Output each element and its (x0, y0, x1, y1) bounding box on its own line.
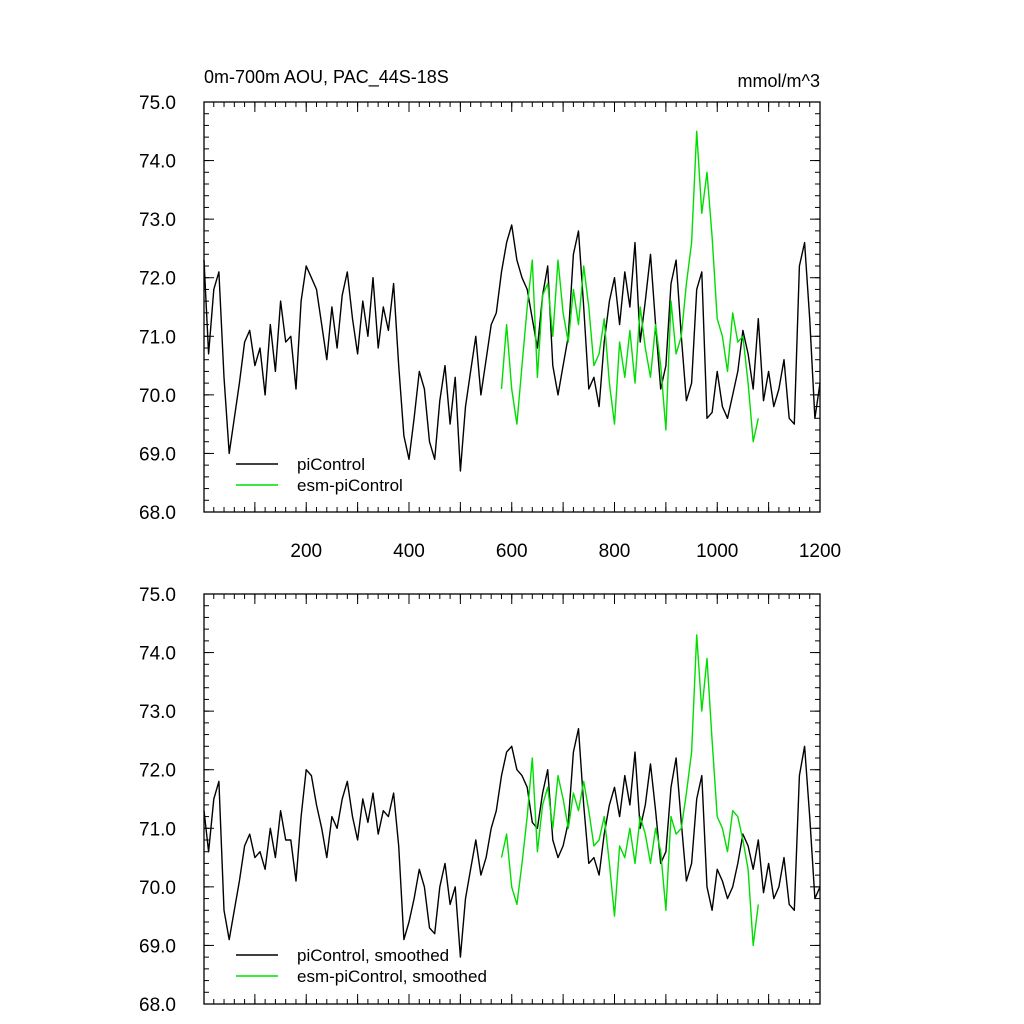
y-tick-label: 69.0 (139, 444, 176, 465)
y-tick-label: 73.0 (139, 210, 176, 231)
legend-label: piControl, smoothed (297, 946, 449, 965)
y-tick-label: 74.0 (139, 152, 176, 173)
y-tick-label: 69.0 (139, 936, 176, 957)
y-tick-label: 73.0 (139, 702, 176, 723)
top-panel-raw: 200 400 600 800 1000 1200 68.0 69.0 70.0 71.0 72.0… (139, 93, 841, 562)
series-line-1 (500, 130, 759, 443)
y-tick-label: 72.0 (139, 761, 176, 782)
y-tick-label: 70.0 (139, 386, 176, 407)
y-tick-label: 75.0 (139, 93, 176, 114)
y-tick-label: 75.0 (139, 585, 176, 606)
series-line-0 (203, 728, 821, 958)
legend-label: esm-piControl, smoothed (297, 967, 487, 986)
series-line-1 (500, 634, 759, 947)
x-tick-label: 400 (393, 541, 425, 562)
series-line-0 (203, 224, 821, 472)
legend-label: piControl (297, 455, 365, 474)
y-tick-label: 74.0 (139, 644, 176, 665)
y-tick-label: 71.0 (139, 327, 176, 348)
x-tick-label: 800 (599, 541, 631, 562)
y-tick-label: 68.0 (139, 503, 176, 524)
y-tick-label: 70.0 (139, 878, 176, 899)
plot-frame (203, 101, 821, 513)
x-tick-label: 600 (496, 541, 528, 562)
y-tick-label: 71.0 (139, 819, 176, 840)
x-tick-label: 200 (290, 541, 322, 562)
chart-title: 0m-700m AOU, PAC_44S-18S (204, 67, 449, 88)
legend-label: esm-piControl (297, 476, 403, 495)
y-tick-label: 68.0 (139, 995, 176, 1016)
plot-frame (203, 593, 821, 1005)
units-label: mmol/m^3 (738, 71, 820, 91)
x-tick-label: 1200 (799, 541, 841, 562)
y-tick-label: 72.0 (139, 269, 176, 290)
x-tick-label: 1000 (696, 541, 738, 562)
bottom-panel-smoothed: 68.0 69.0 70.0 71.0 72.0 73.0 74.0 75.0 piContro… (139, 585, 821, 1016)
